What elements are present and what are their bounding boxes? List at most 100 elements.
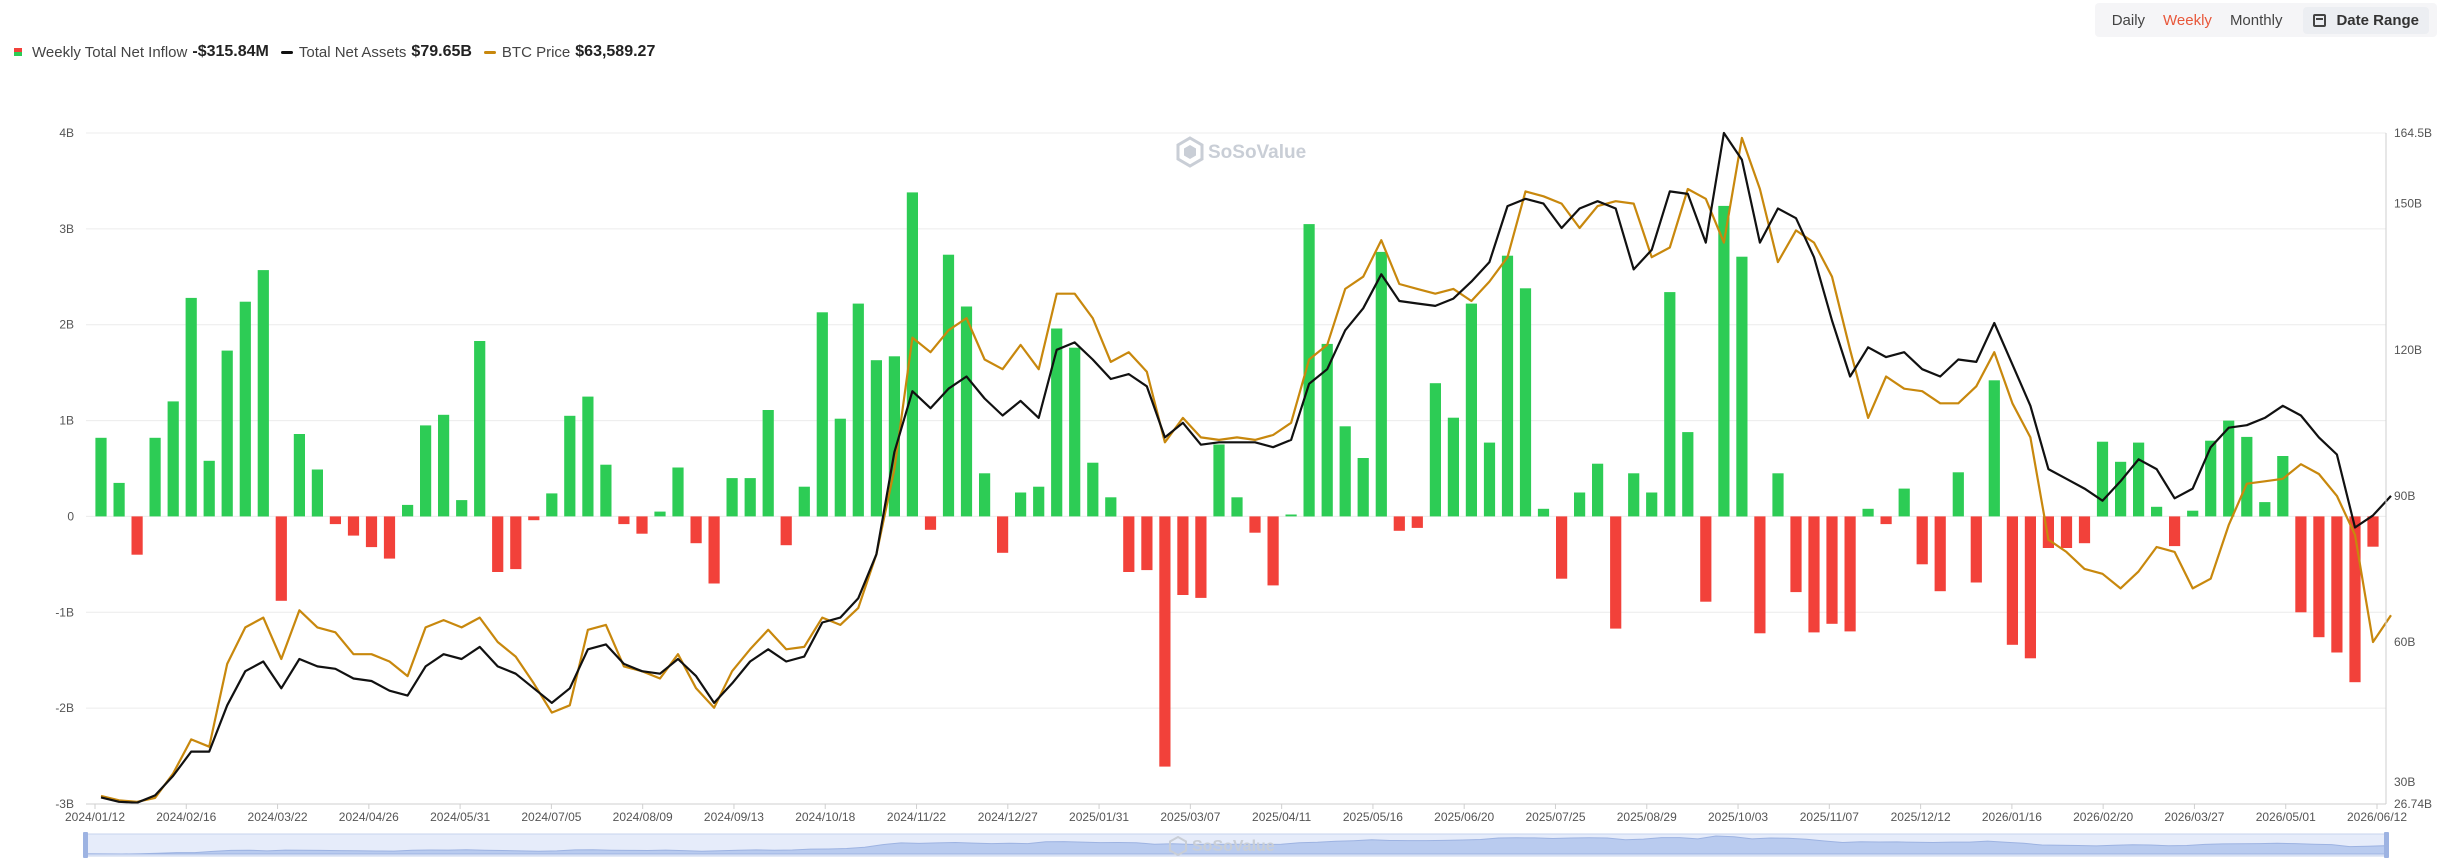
x-tick-label: 2024/10/18	[795, 810, 855, 824]
legend-inflow-value: -$315.84M	[192, 43, 269, 60]
legend-item-assets[interactable]: Total Net Assets $79.65B	[280, 43, 472, 61]
right-axis: 164.5B 150B 120B 90B 60B 30B 26.74B	[2385, 126, 2432, 811]
inflow-bar	[1537, 508, 1550, 517]
inflow-bar	[1718, 205, 1730, 517]
range-slider-preview	[85, 835, 2387, 855]
inflow-bar	[546, 493, 558, 517]
right-tick-label: 30B	[2394, 775, 2415, 789]
inflow-bar	[1339, 426, 1351, 517]
inflow-bar	[1375, 251, 1387, 517]
inflow-bar	[131, 516, 143, 555]
inflow-bar	[1393, 516, 1405, 531]
monthly-button[interactable]: Monthly	[2229, 11, 2283, 29]
inflow-bar	[365, 516, 378, 548]
x-tick-label: 2025/12/12	[1891, 810, 1951, 824]
inflow-bar	[1501, 255, 1514, 517]
x-tick-label: 2024/12/27	[978, 810, 1038, 824]
inflow-bar	[2006, 516, 2018, 645]
inflow-bar	[1574, 492, 1586, 517]
inflow-bar	[402, 504, 414, 517]
inflow-bar	[744, 478, 756, 517]
inflow-bar	[2060, 516, 2073, 548]
inflow-bar	[2349, 516, 2361, 683]
inflow-bar	[708, 516, 720, 584]
inflow-bar	[1880, 516, 1892, 525]
btc-price-line	[100, 136, 2392, 803]
inflow-bar	[2133, 442, 2145, 517]
inflow-bar	[221, 350, 233, 517]
right-tick-label: 26.74B	[2394, 797, 2432, 811]
legend-inflow-label: Weekly Total Net Inflow	[32, 43, 188, 61]
inflow-bar	[816, 312, 828, 517]
range-slider[interactable]: SoSoValue	[83, 832, 2389, 858]
x-tick-label: 2024/11/22	[887, 810, 946, 824]
left-tick-label: -2B	[55, 701, 74, 715]
daily-button[interactable]: Daily	[2111, 11, 2146, 29]
x-tick-label: 2025/06/20	[1434, 810, 1494, 824]
x-tick-label: 2024/07/05	[521, 810, 581, 824]
x-tick-label: 2024/02/16	[156, 810, 216, 824]
x-tick-label: 2026/03/27	[2164, 810, 2224, 824]
inflow-bar	[1357, 458, 1369, 517]
inflow-bar	[1844, 516, 1856, 632]
inflow-bar	[798, 486, 810, 517]
inflow-bar	[1754, 516, 1766, 634]
inflow-bar	[1285, 514, 1297, 517]
x-tick-label: 2026/06/12	[2347, 810, 2407, 824]
inflow-bar	[95, 437, 107, 517]
inflow-bar	[257, 270, 269, 517]
x-tick-label: 2025/03/07	[1160, 810, 1220, 824]
slider-watermark-text: SoSoValue	[1192, 838, 1275, 855]
inflow-bar	[347, 516, 360, 536]
inflow-bar	[1249, 516, 1261, 533]
inflow-bar	[852, 303, 864, 517]
inflow-bar	[2042, 516, 2054, 548]
inflow-bar	[311, 469, 323, 517]
inflow-bar	[654, 511, 666, 517]
right-tick-label: 150B	[2394, 197, 2422, 211]
inflow-bar	[275, 516, 287, 601]
x-tick-label: 2024/05/31	[430, 810, 490, 824]
left-tick-label: 4B	[59, 126, 74, 140]
inflow-bar	[2277, 456, 2289, 517]
legend-btc-value: $63,589.27	[575, 43, 656, 60]
inflow-bar	[2187, 510, 2199, 517]
inflow-bar	[456, 500, 468, 517]
left-tick-label: -3B	[55, 797, 74, 811]
inflow-bar	[1610, 516, 1622, 629]
inflow-bar	[1447, 417, 1459, 517]
inflow-bar	[942, 254, 955, 517]
x-tick-label: 2025/05/16	[1343, 810, 1403, 824]
date-range-button[interactable]: Date Range	[2303, 6, 2429, 34]
legend-item-inflow[interactable]: Weekly Total Net Inflow -$315.84M	[14, 43, 269, 61]
weekly-button[interactable]: Weekly	[2163, 11, 2212, 29]
inflow-bar	[1772, 473, 1784, 517]
x-tick-label: 2024/09/13	[704, 810, 764, 824]
x-tick-label: 2024/01/12	[65, 810, 125, 824]
inflow-bar	[2115, 461, 2127, 517]
sosovalue-logo-icon	[1176, 136, 1204, 168]
inflow-bar	[960, 306, 973, 517]
period-toolbar: Daily Weekly Monthly Date Range	[2094, 3, 2437, 37]
inflow-bar	[528, 516, 540, 521]
inflow-bar	[2223, 420, 2235, 517]
left-tick-label: 1B	[59, 414, 74, 428]
range-slider-right-handle[interactable]	[2384, 832, 2389, 858]
inflow-bar	[2096, 441, 2109, 517]
inflow-bar	[2331, 516, 2343, 653]
inflow-bar	[1429, 383, 1441, 517]
inflow-bar	[1826, 516, 1838, 624]
inflow-bar	[1916, 516, 1928, 565]
sosovalue-logo-icon	[1169, 835, 1187, 857]
legend-item-btc[interactable]: BTC Price $63,589.27	[483, 43, 656, 61]
range-slider-left-handle[interactable]	[83, 832, 88, 858]
inflow-bar	[979, 473, 991, 517]
inflow-bar	[1682, 432, 1694, 517]
inflow-bar	[510, 516, 522, 570]
inflow-bar	[203, 460, 215, 517]
watermark-text: SoSoValue	[1208, 142, 1306, 163]
legend-assets-value: $79.65B	[411, 43, 472, 60]
inflow-bars	[95, 192, 2379, 767]
inflow-bar	[1105, 497, 1117, 517]
inflow-bar	[1303, 224, 1315, 517]
